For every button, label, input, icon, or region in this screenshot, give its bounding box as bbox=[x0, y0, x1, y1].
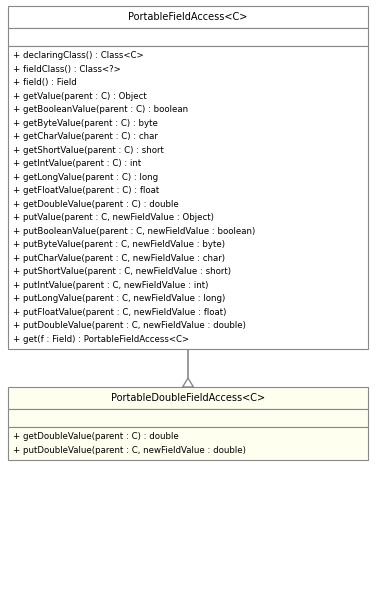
Text: + get(f : Field) : PortableFieldAccess<C>: + get(f : Field) : PortableFieldAccess<C… bbox=[13, 335, 189, 344]
Text: PortableDoubleFieldAccess<C>: PortableDoubleFieldAccess<C> bbox=[111, 393, 265, 403]
Bar bbox=[8, 409, 368, 427]
Text: + declaringClass() : Class<C>: + declaringClass() : Class<C> bbox=[13, 51, 144, 60]
Text: + putIntValue(parent : C, newFieldValue : int): + putIntValue(parent : C, newFieldValue … bbox=[13, 281, 208, 290]
Text: + getDoubleValue(parent : C) : double: + getDoubleValue(parent : C) : double bbox=[13, 432, 179, 441]
Text: + getIntValue(parent : C) : int: + getIntValue(parent : C) : int bbox=[13, 159, 141, 168]
Text: + putShortValue(parent : C, newFieldValue : short): + putShortValue(parent : C, newFieldValu… bbox=[13, 267, 231, 276]
Text: + getValue(parent : C) : Object: + getValue(parent : C) : Object bbox=[13, 92, 147, 101]
Text: + putDoubleValue(parent : C, newFieldValue : double): + putDoubleValue(parent : C, newFieldVal… bbox=[13, 446, 246, 455]
Text: + field() : Field: + field() : Field bbox=[13, 78, 77, 87]
Bar bbox=[8, 28, 368, 46]
Text: + getFloatValue(parent : C) : float: + getFloatValue(parent : C) : float bbox=[13, 186, 159, 196]
Text: + putByteValue(parent : C, newFieldValue : byte): + putByteValue(parent : C, newFieldValue… bbox=[13, 240, 225, 249]
Text: + putLongValue(parent : C, newFieldValue : long): + putLongValue(parent : C, newFieldValue… bbox=[13, 294, 225, 303]
Text: + getShortValue(parent : C) : short: + getShortValue(parent : C) : short bbox=[13, 146, 164, 154]
Text: + putValue(parent : C, newFieldValue : Object): + putValue(parent : C, newFieldValue : O… bbox=[13, 213, 214, 223]
Text: + getByteValue(parent : C) : byte: + getByteValue(parent : C) : byte bbox=[13, 119, 158, 128]
Text: + putDoubleValue(parent : C, newFieldValue : double): + putDoubleValue(parent : C, newFieldVal… bbox=[13, 321, 246, 330]
Text: + getCharValue(parent : C) : char: + getCharValue(parent : C) : char bbox=[13, 132, 158, 141]
Text: PortableFieldAccess<C>: PortableFieldAccess<C> bbox=[128, 12, 248, 22]
Text: + getBooleanValue(parent : C) : boolean: + getBooleanValue(parent : C) : boolean bbox=[13, 105, 188, 114]
Text: + putBooleanValue(parent : C, newFieldValue : boolean): + putBooleanValue(parent : C, newFieldVa… bbox=[13, 227, 255, 236]
Text: + putCharValue(parent : C, newFieldValue : char): + putCharValue(parent : C, newFieldValue… bbox=[13, 254, 225, 263]
Bar bbox=[8, 387, 368, 409]
Text: + fieldClass() : Class<?>: + fieldClass() : Class<?> bbox=[13, 65, 121, 74]
Bar bbox=[8, 46, 368, 349]
Text: + getDoubleValue(parent : C) : double: + getDoubleValue(parent : C) : double bbox=[13, 200, 179, 209]
Text: + putFloatValue(parent : C, newFieldValue : float): + putFloatValue(parent : C, newFieldValu… bbox=[13, 308, 226, 317]
Polygon shape bbox=[183, 378, 193, 387]
Bar bbox=[8, 427, 368, 460]
Bar bbox=[8, 6, 368, 28]
Text: + getLongValue(parent : C) : long: + getLongValue(parent : C) : long bbox=[13, 173, 158, 181]
